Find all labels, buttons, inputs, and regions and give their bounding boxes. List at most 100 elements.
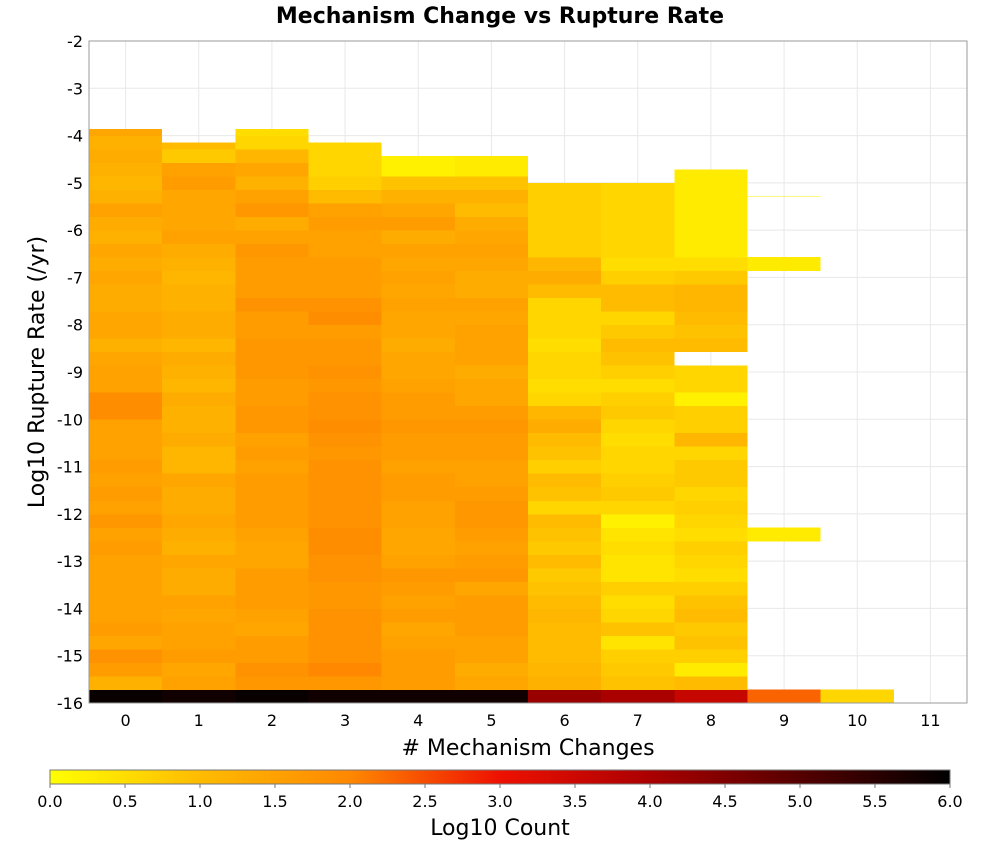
heatmap-cell xyxy=(235,621,309,636)
y-tick-label: -10 xyxy=(57,410,83,429)
heatmap-cell xyxy=(454,459,528,474)
heatmap-cell xyxy=(235,419,309,434)
heatmap-cell xyxy=(454,189,528,204)
heatmap-cell xyxy=(235,486,309,501)
heatmap-cell xyxy=(528,378,602,393)
colorbar-tick-label: 6.0 xyxy=(937,792,962,811)
heatmap-cell xyxy=(454,230,528,245)
heatmap-cell xyxy=(162,257,236,272)
colorbar-tick-label: 5.0 xyxy=(787,792,812,811)
heatmap-cell xyxy=(454,554,528,569)
heatmap-cell xyxy=(89,243,163,258)
heatmap-cell xyxy=(674,459,748,474)
heatmap-cell xyxy=(601,311,675,326)
heatmap-cell xyxy=(162,432,236,447)
heatmap-cell xyxy=(89,648,163,663)
heatmap-cell xyxy=(601,365,675,380)
heatmap-cell xyxy=(162,689,236,704)
heatmap-cell xyxy=(89,230,163,245)
heatmap-cell xyxy=(235,513,309,528)
heatmap-cell xyxy=(162,500,236,515)
heatmap-cell xyxy=(308,142,382,177)
colorbar-tick-label: 1.5 xyxy=(262,792,287,811)
heatmap-cell xyxy=(162,216,236,231)
y-tick-label: -7 xyxy=(67,268,83,287)
heatmap-cell xyxy=(308,608,382,623)
heatmap-cell xyxy=(235,527,309,542)
heatmap-cell xyxy=(747,196,821,197)
heatmap-cell xyxy=(235,662,309,677)
heatmap-cell xyxy=(235,459,309,474)
heatmap-cell xyxy=(89,365,163,380)
heatmap-cell xyxy=(674,621,748,636)
heatmap-cell xyxy=(601,689,675,704)
heatmap-cell xyxy=(89,500,163,515)
heatmap-cell xyxy=(308,540,382,555)
heatmap-cell xyxy=(235,216,309,231)
colorbar-label: Log10 Count xyxy=(430,816,570,841)
heatmap-cell xyxy=(308,554,382,569)
heatmap-cell xyxy=(308,662,382,677)
heatmap-cell xyxy=(674,635,748,650)
heatmap-cell xyxy=(454,594,528,609)
heatmap-cell xyxy=(235,635,309,650)
y-tick-label: -15 xyxy=(57,647,83,666)
heatmap-cell xyxy=(162,378,236,393)
heatmap-cell xyxy=(454,176,528,191)
heatmap-cell xyxy=(381,155,455,177)
heatmap-cell xyxy=(601,459,675,474)
heatmap-cell xyxy=(454,648,528,663)
heatmap-cell xyxy=(235,473,309,488)
heatmap-cell xyxy=(528,405,602,420)
heatmap-cell xyxy=(381,648,455,663)
heatmap-cell xyxy=(162,621,236,636)
colorbar-tick-label: 4.0 xyxy=(637,792,662,811)
heatmap-cell xyxy=(601,270,675,285)
heatmap-cell xyxy=(747,527,821,542)
heatmap-cell xyxy=(381,378,455,393)
heatmap-cell xyxy=(235,324,309,339)
x-tick-label: 2 xyxy=(267,711,277,730)
heatmap-cell xyxy=(235,189,309,204)
colorbar-tick-label: 0.0 xyxy=(37,792,62,811)
heatmap-cell xyxy=(674,662,748,677)
heatmap-cell xyxy=(235,446,309,461)
heatmap-cell xyxy=(89,392,163,407)
heatmap-cell xyxy=(308,203,382,218)
heatmap-cell xyxy=(674,594,748,609)
heatmap-cell xyxy=(381,203,455,218)
heatmap-cell xyxy=(235,128,309,136)
heatmap-cell xyxy=(162,567,236,582)
heatmap-cell xyxy=(89,338,163,353)
heatmap-cell xyxy=(454,324,528,339)
heatmap-cell xyxy=(381,270,455,285)
heatmap-cell xyxy=(89,176,163,191)
heatmap-cell xyxy=(454,567,528,582)
heatmap-cell xyxy=(674,270,748,285)
heatmap-cell xyxy=(454,378,528,393)
heatmap-cell xyxy=(601,405,675,420)
heatmap-cell xyxy=(162,365,236,380)
heatmap-cell xyxy=(454,446,528,461)
y-tick-label: -8 xyxy=(67,316,83,335)
heatmap-cell xyxy=(381,243,455,258)
heatmap-cell xyxy=(235,648,309,663)
heatmap-cell xyxy=(454,405,528,420)
heatmap-cell xyxy=(601,486,675,501)
heatmap-cells xyxy=(89,128,894,704)
heatmap-cell xyxy=(674,311,748,326)
heatmap-cell xyxy=(89,189,163,204)
x-tick-label: 10 xyxy=(847,711,867,730)
heatmap-cell xyxy=(674,689,748,704)
heatmap-cell xyxy=(308,365,382,380)
heatmap-cell xyxy=(89,662,163,677)
heatmap-cell xyxy=(528,459,602,474)
heatmap-cell xyxy=(308,459,382,474)
heatmap-cell xyxy=(235,594,309,609)
heatmap-cell xyxy=(235,405,309,420)
heatmap-cell xyxy=(235,567,309,582)
heatmap-cell xyxy=(674,284,748,299)
heatmap-cell xyxy=(235,338,309,353)
heatmap-cell xyxy=(601,527,675,542)
heatmap-cell xyxy=(308,432,382,447)
